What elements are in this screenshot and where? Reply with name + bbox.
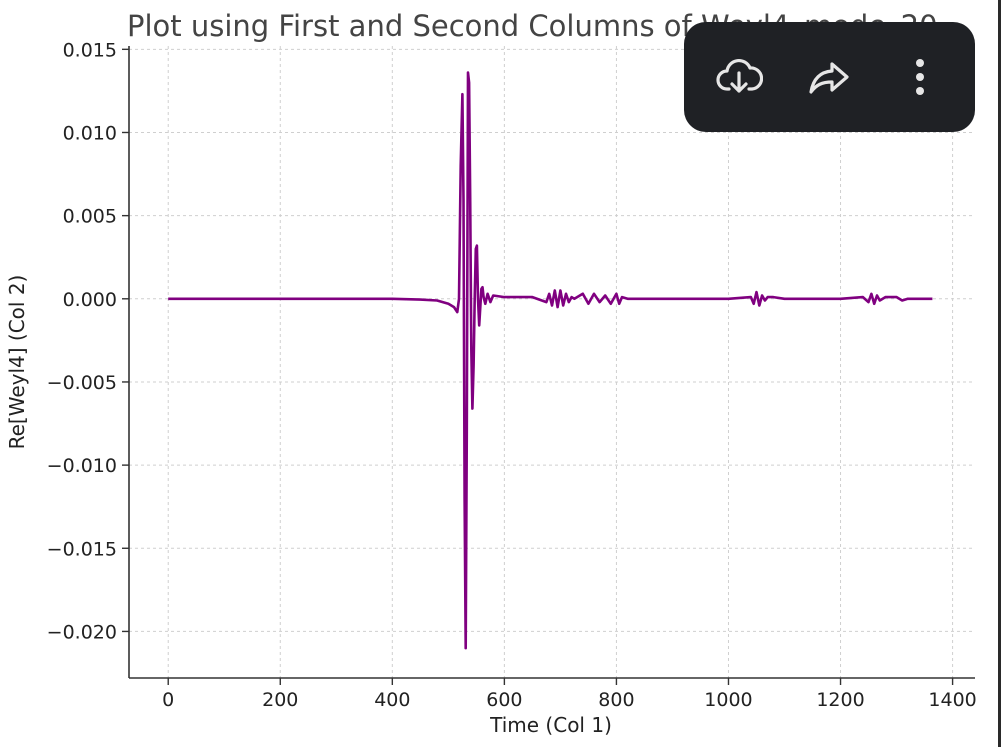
- image-toolbar: [684, 22, 975, 132]
- y-tick-label: 0.005: [63, 206, 117, 228]
- x-axis-label: Time (Col 1): [489, 713, 612, 737]
- grid: [129, 46, 975, 678]
- axes: [128, 46, 975, 679]
- series-layer: [168, 71, 933, 650]
- y-tick-label: −0.020: [47, 621, 117, 643]
- more-vertical-icon: [915, 59, 924, 95]
- y-tick-label: −0.015: [47, 538, 117, 560]
- y-tick-label: 0.000: [63, 289, 117, 311]
- x-tick-label: 0: [162, 689, 174, 711]
- share-button[interactable]: [799, 47, 859, 107]
- x-tick-label: 1200: [816, 689, 864, 711]
- y-tick-label: −0.010: [47, 455, 117, 477]
- x-tick-label: 1000: [704, 689, 752, 711]
- y-axis-label: Re[Weyl4] (Col 2): [5, 275, 29, 450]
- x-tick-label: 1400: [928, 689, 976, 711]
- x-tick-label: 400: [374, 689, 410, 711]
- download-button[interactable]: [709, 47, 769, 107]
- y-tick-label: 0.010: [63, 122, 117, 144]
- window-frame-edge: [998, 0, 1001, 747]
- cloud-download-icon: [716, 58, 764, 93]
- x-tick-label: 800: [598, 689, 634, 711]
- more-button[interactable]: [890, 47, 950, 107]
- y-tick-label: −0.005: [47, 372, 117, 394]
- series-line: [168, 71, 933, 650]
- x-tick-label: 200: [262, 689, 298, 711]
- share-icon: [809, 62, 850, 94]
- y-tick-label: 0.015: [63, 39, 117, 61]
- x-tick-label: 600: [486, 689, 522, 711]
- ticks: 0 200 400 600 800 1000 1200 1400 0.015 0.010 0.005…: [47, 39, 977, 711]
